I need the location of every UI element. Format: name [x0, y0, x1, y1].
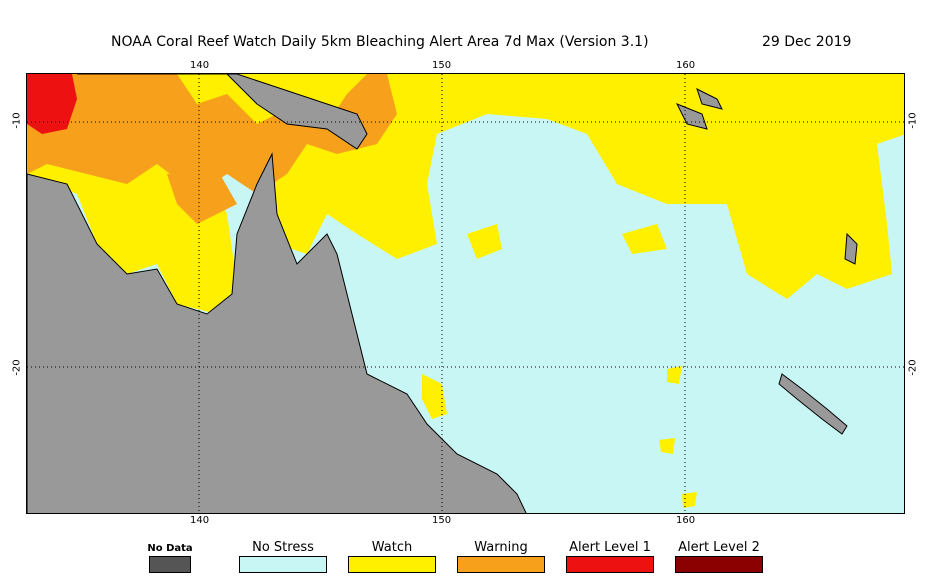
lat-tick-left-10: -10 — [11, 112, 23, 129]
alert-level-1-area — [27, 74, 77, 134]
warning-area-west — [27, 74, 397, 194]
lon-tick-top-150: 150 — [432, 60, 452, 71]
legend-label-no-stress: No Stress — [252, 540, 314, 555]
watch-area-patch-4 — [659, 438, 675, 454]
legend-swatch-warning — [457, 556, 545, 573]
bleaching-alert-map — [26, 73, 905, 514]
legend-label-warning: Warning — [474, 540, 528, 555]
lon-tick-top-160: 160 — [676, 60, 696, 71]
land-island-east — [696, 88, 723, 110]
title-date: 29 Dec 2019 — [762, 34, 852, 50]
lon-tick-bottom-160: 160 — [676, 515, 696, 526]
legend-swatch-no-stress — [239, 556, 327, 573]
legend-label-alert-level-2: Alert Level 2 — [678, 540, 760, 555]
lon-tick-bottom-150: 150 — [432, 515, 452, 526]
warning-area-patch — [167, 169, 237, 224]
land-new-guinea — [77, 74, 368, 150]
legend-label-watch: Watch — [371, 540, 413, 555]
lon-tick-top-140: 140 — [190, 60, 210, 71]
lat-tick-right-10: -10 — [907, 112, 919, 129]
map-canvas — [27, 74, 904, 513]
legend-swatch-alert-level-2 — [675, 556, 763, 573]
legend-label-no-data: No Data — [147, 543, 193, 554]
legend-swatch-no-data — [149, 556, 191, 573]
lat-tick-right-20: -20 — [907, 359, 919, 376]
watch-area-patch-2 — [622, 224, 667, 254]
watch-area-patch-1 — [467, 224, 502, 259]
watch-area-coast — [422, 374, 447, 419]
watch-area-patch-3 — [667, 366, 682, 384]
watch-area-patch-5 — [682, 492, 697, 508]
lon-tick-bottom-140: 140 — [190, 515, 210, 526]
title-main: NOAA Coral Reef Watch Daily 5km Bleachin… — [111, 34, 649, 50]
lat-tick-left-20: -20 — [11, 359, 23, 376]
land-australia — [27, 152, 527, 513]
land-vanuatu — [844, 232, 858, 265]
legend-swatch-watch — [348, 556, 436, 573]
land-new-caledonia — [778, 373, 848, 435]
legend-label-alert-level-1: Alert Level 1 — [569, 540, 651, 555]
legend-swatch-alert-level-1 — [566, 556, 654, 573]
